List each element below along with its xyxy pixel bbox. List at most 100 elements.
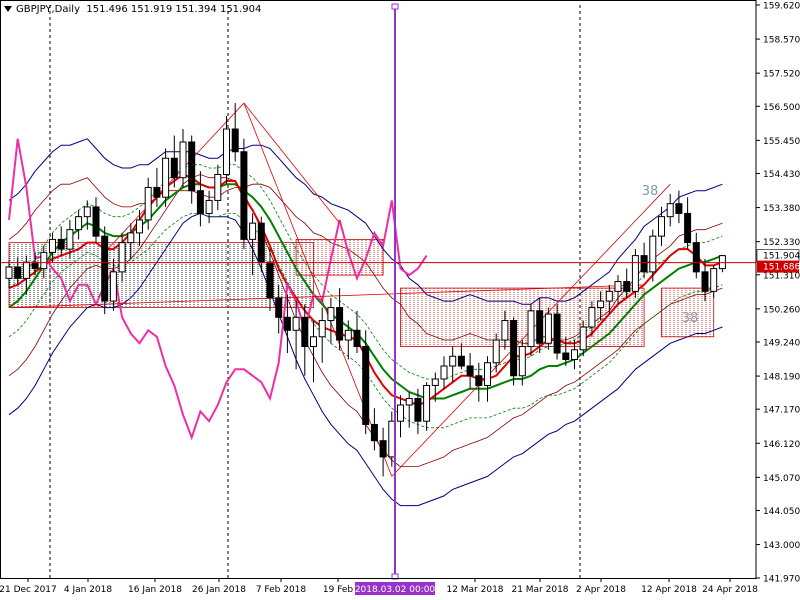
candle-body [75,216,83,231]
candle-body [196,190,204,214]
y-tick-label: 144.050 [763,507,800,517]
candle-body [109,271,117,302]
candle-body [405,397,413,406]
trend-line [8,284,645,308]
candle-body [579,326,587,351]
candle-body [223,128,230,175]
candle-body [31,261,39,270]
candle-body [692,242,700,273]
y-tick-label: 141.970 [763,575,800,585]
candle-body [649,235,657,273]
lower-band-line [8,212,723,507]
date-cursor-line[interactable] [391,3,399,580]
candle-body [640,255,648,273]
y-tick-label: 156.500 [763,103,800,113]
candle-body [101,235,109,302]
plot-frame [0,0,757,579]
x-tick-label: 21 Dec 2017 [0,585,57,595]
x-tick-label: 7 Feb 2018 [256,585,307,595]
candle-body [188,141,196,192]
y-tick-label: 148.190 [763,373,800,383]
candle-body [249,222,257,240]
candle-body [127,232,135,244]
candle-body [388,420,396,458]
level-price-label: 151.686 [763,263,800,273]
candle-body [623,281,631,292]
candle-body [684,212,692,244]
candle-body [414,397,422,422]
candle-body [675,203,683,214]
candle-body [475,375,483,386]
cursor-date-tag [355,582,435,595]
candle-body [162,157,170,198]
x-tick-label: 26 Jan 2018 [192,585,246,595]
candle-body [544,313,552,344]
candle-body [66,229,74,250]
candle-body [710,268,718,292]
x-tick-label: 2 Apr 2018 [576,585,626,595]
upper-band-line [8,138,723,305]
upper-dotted-line [8,164,723,380]
candlesticks [5,103,726,477]
y-tick-label: 149.240 [763,338,800,348]
candle-body [310,336,317,348]
y-tick-label: 152.330 [763,238,800,248]
candle-body [231,128,239,153]
candle-body [136,219,143,234]
candle-body [571,349,578,361]
candle-body [440,365,448,380]
candle-body [701,271,709,292]
annotation-label: 38 [642,184,659,199]
candle-body [179,141,187,179]
trend-line [243,102,340,224]
candle-body [553,313,561,354]
annotations: 38 38 [642,184,699,326]
candle-body [144,186,152,221]
y-tick-label: 147.170 [763,406,800,416]
y-tick-label: 145.070 [763,474,800,484]
candle-body [466,365,474,377]
candle-body [370,423,378,442]
candle-body [449,355,457,367]
price-axis: 159.620 158.570 157.520 156.500 155.450 154.4… [0,0,800,585]
symbol-label: GBPJPY,Daily [16,4,80,15]
candle-body [562,352,570,361]
y-tick-label: 155.450 [763,137,800,147]
candle-body [83,206,91,218]
candle-body [353,329,361,348]
y-tick-label: 158.570 [763,36,800,46]
candle-body [379,440,387,458]
candle-body [510,320,518,377]
candle-body [92,206,100,237]
candle-body [431,378,439,386]
candle-body [14,266,22,279]
y-tick-label: 153.380 [763,204,800,214]
dropdown-arrow-icon[interactable] [4,6,12,12]
candle-body [362,346,370,425]
candle-body [266,261,274,299]
x-tick-label: 12 Mar 2018 [446,585,503,595]
y-tick-label: 159.620 [763,2,800,12]
current-price-label: 151.904 [763,251,800,261]
candle-body [423,384,431,422]
candle-body [205,199,213,214]
candle-body [214,173,222,201]
x-tick-label: 4 Jan 2018 [64,585,112,595]
x-tick-label: 19 Feb [323,585,354,595]
magenta-line [8,138,428,441]
candle-body [597,300,605,309]
candle-body [170,157,178,179]
candle-body [5,266,13,279]
chart-title: GBPJPY,Daily 151.496 151.919 151.394 151… [4,4,261,15]
candle-body [283,316,291,331]
ohlc-label: 151.496 151.919 151.394 151.904 [86,4,262,15]
y-tick-label: 150.260 [763,305,800,315]
candle-body [501,320,509,341]
candle-body [318,320,326,338]
candle-body [631,255,639,292]
candle-body [457,355,465,367]
candle-body [492,339,500,364]
candle-body [327,307,335,322]
candle-body [118,242,126,273]
